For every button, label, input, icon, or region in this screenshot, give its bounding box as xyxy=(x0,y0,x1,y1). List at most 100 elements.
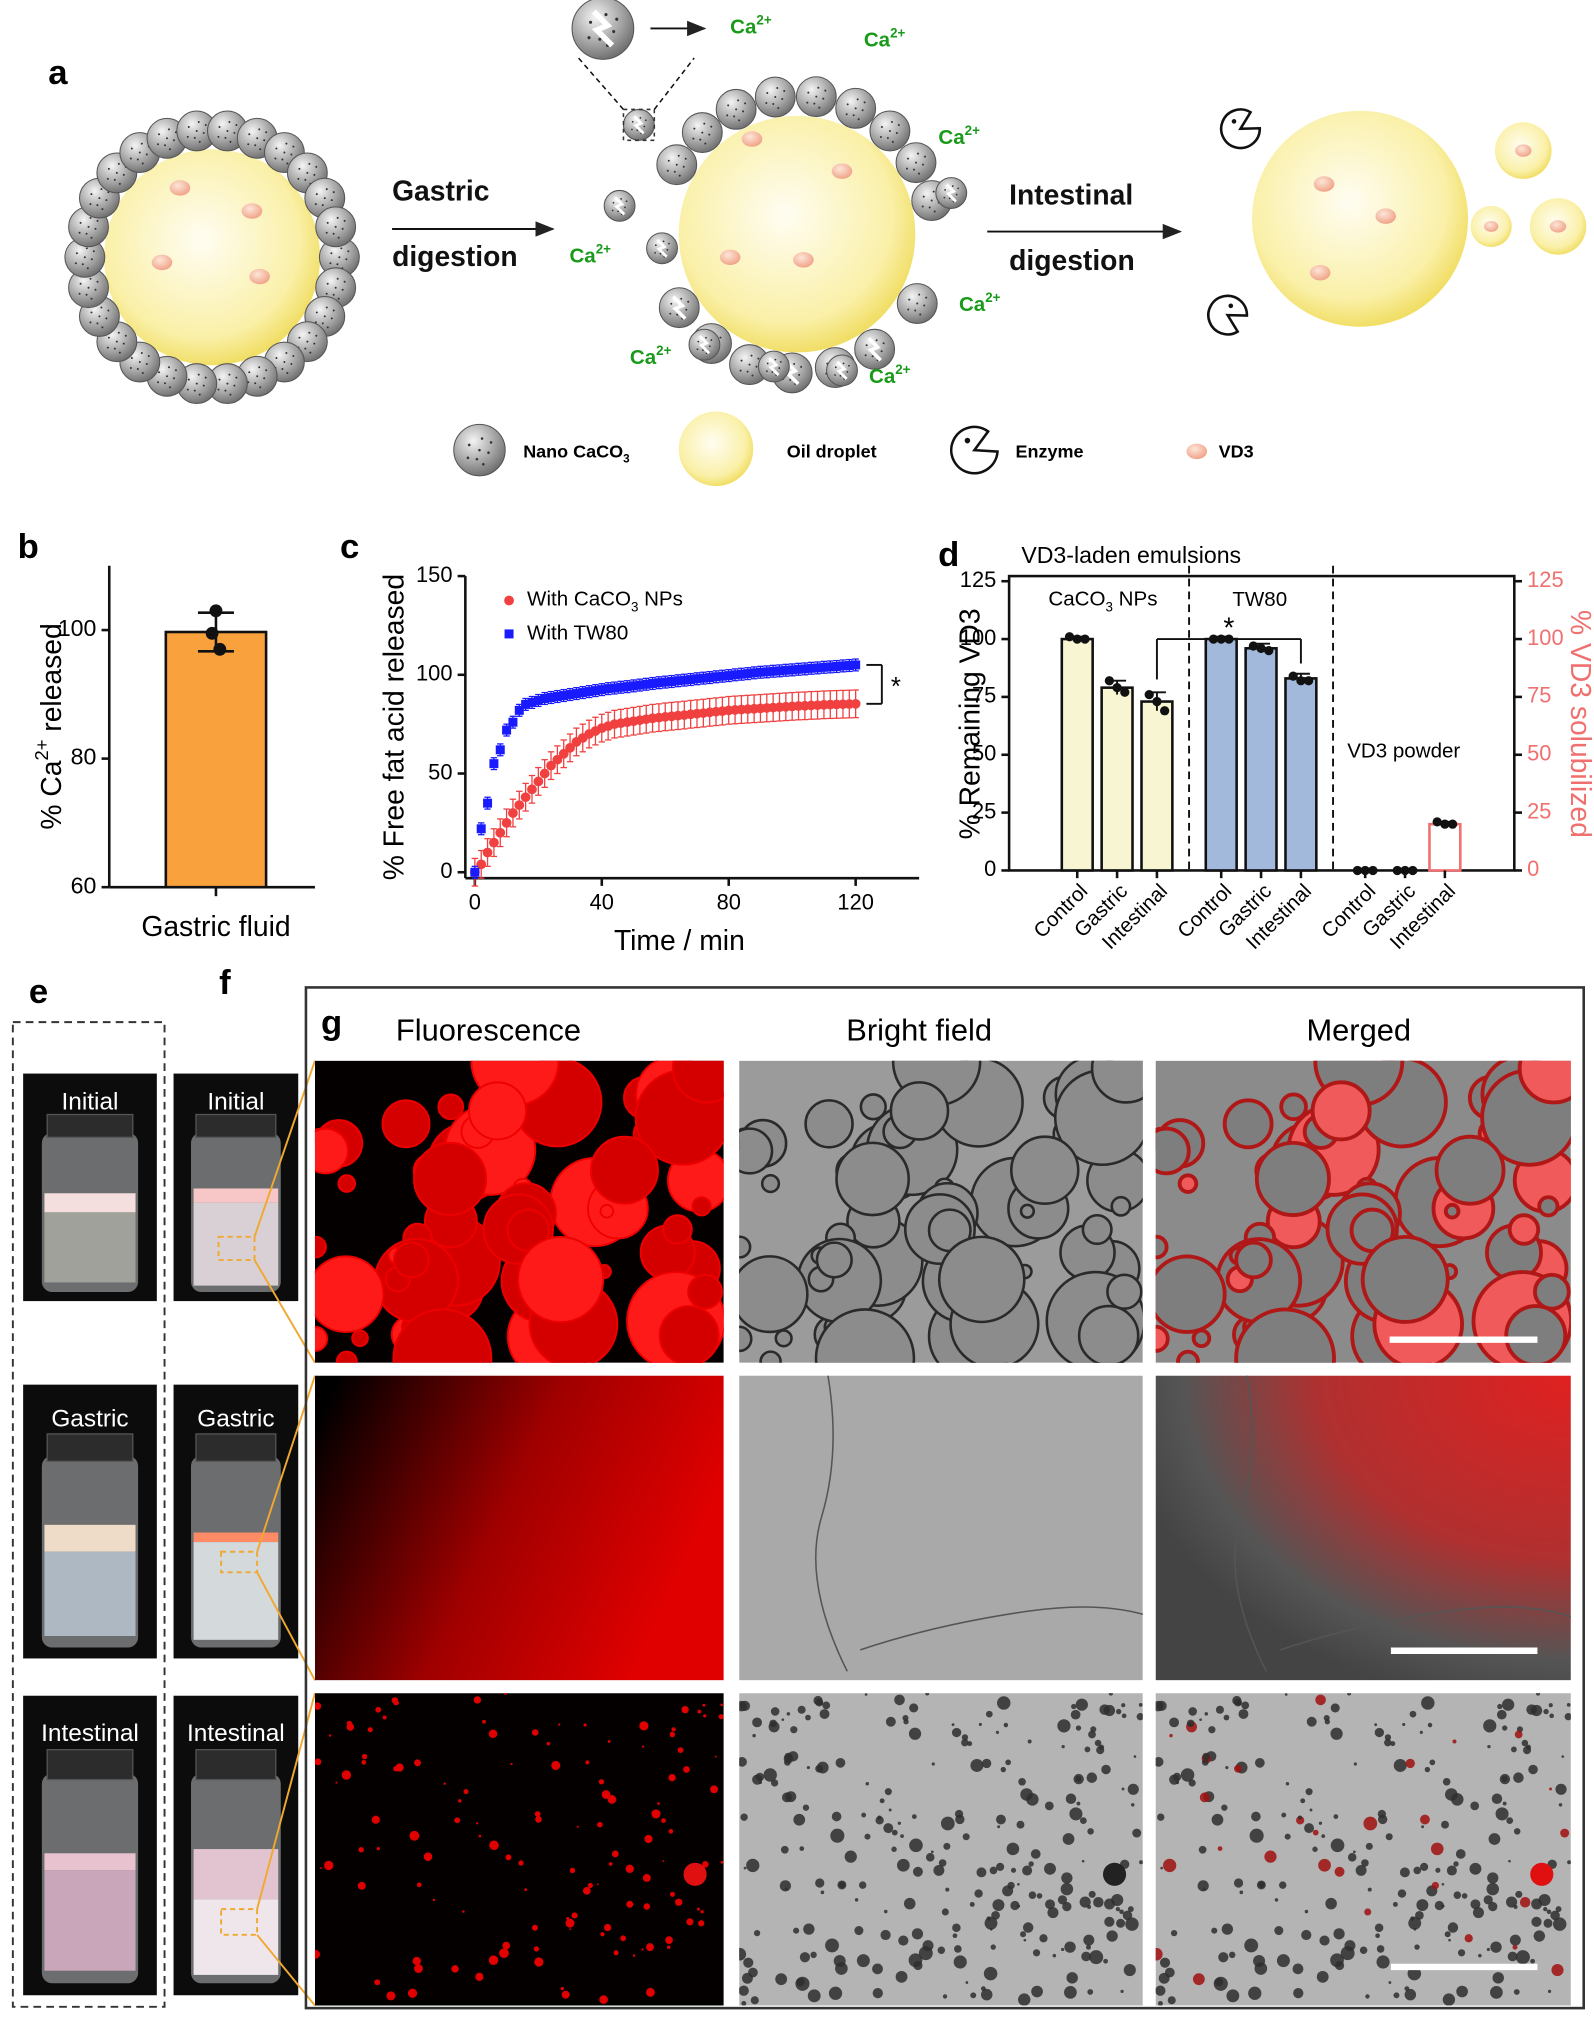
speck xyxy=(1312,1829,1319,1836)
speck xyxy=(903,1897,916,1910)
speck xyxy=(1064,1941,1076,1953)
speck xyxy=(607,1795,617,1804)
speck xyxy=(1495,1807,1509,1821)
data-point xyxy=(813,663,823,673)
speck xyxy=(1039,1934,1048,1943)
speck xyxy=(414,1964,423,1973)
legend-label-part: NPs xyxy=(638,588,683,611)
speck xyxy=(1155,1756,1164,1767)
speck xyxy=(1353,1762,1357,1766)
droplet xyxy=(468,1081,528,1141)
bead-pore xyxy=(778,367,781,369)
speck xyxy=(1010,1867,1017,1873)
speck xyxy=(1431,1881,1440,1890)
speck xyxy=(1106,1930,1118,1942)
bead-pore xyxy=(696,348,699,351)
legend-label: Nano CaCO3 xyxy=(523,441,630,465)
speck xyxy=(669,1891,675,1897)
speck xyxy=(961,1738,969,1747)
bead-pore xyxy=(330,199,333,202)
oil-droplet xyxy=(104,149,321,366)
droplet xyxy=(314,1127,349,1175)
bead-pore xyxy=(687,300,690,303)
bead-pore xyxy=(719,336,722,339)
bead-pore xyxy=(85,232,88,235)
legend-label-part: 3 xyxy=(623,452,630,465)
bead-crack xyxy=(836,360,848,380)
enzyme-body xyxy=(949,425,999,475)
bead-pore xyxy=(330,317,333,320)
bead-pore xyxy=(198,140,201,143)
speck xyxy=(625,1864,634,1873)
speck xyxy=(1509,1934,1521,1946)
data-point xyxy=(1303,676,1314,686)
legend-label-part: Enzyme xyxy=(1016,441,1084,461)
bar xyxy=(1060,637,1094,872)
x-tick-label: 40 xyxy=(590,890,614,915)
bead-pore xyxy=(235,123,238,126)
bead-pore xyxy=(275,357,278,360)
microscopy: Fluorescence Bright field Merged xyxy=(304,986,1586,2010)
speck xyxy=(473,1696,482,1704)
speck xyxy=(1226,1989,1240,2003)
bead-pore xyxy=(466,456,470,460)
speck xyxy=(810,1951,817,1959)
speck xyxy=(1429,1759,1436,1766)
vial-cap xyxy=(46,1749,134,1781)
y-axis-title: % Remaining VD3 xyxy=(953,608,985,839)
speck xyxy=(1506,1896,1518,1908)
speck xyxy=(1461,1893,1468,1899)
vd3 xyxy=(1375,208,1397,224)
vial-photo: Intestinal xyxy=(23,1695,157,1996)
speck xyxy=(1456,1985,1468,1998)
data-point xyxy=(711,672,721,682)
bead-pore xyxy=(323,197,326,200)
bead-pore xyxy=(89,216,92,219)
data-point xyxy=(673,676,683,686)
speck xyxy=(375,1706,382,1713)
speck xyxy=(1218,1952,1229,1963)
bead-pore xyxy=(487,451,490,454)
bead-pore xyxy=(98,197,101,200)
bead-pore xyxy=(639,117,642,119)
speck xyxy=(835,1962,848,1975)
speck xyxy=(1364,1908,1372,1916)
data-point xyxy=(679,675,689,685)
speck xyxy=(551,1760,561,1771)
speck xyxy=(1052,1953,1057,1958)
vial-layer xyxy=(44,1193,136,1213)
bead-pore xyxy=(172,377,175,380)
speck xyxy=(802,1804,810,1811)
speck xyxy=(357,1881,366,1890)
speck xyxy=(1160,1866,1163,1870)
speck xyxy=(1199,1718,1202,1722)
speck xyxy=(753,1929,761,1937)
y-tick-label: 0 xyxy=(440,858,452,883)
speck xyxy=(489,1840,499,1851)
speck xyxy=(1304,1909,1309,1914)
bead-pore xyxy=(87,286,90,289)
bead-pore xyxy=(815,95,818,98)
speck xyxy=(668,1829,674,1834)
speck xyxy=(335,1781,338,1784)
speck xyxy=(986,1916,991,1921)
speck xyxy=(1499,1773,1511,1785)
nano-caco3 xyxy=(681,112,723,154)
speck xyxy=(1566,1702,1571,1707)
speck xyxy=(961,1734,969,1741)
bead-pore xyxy=(916,152,919,155)
bead-pore xyxy=(957,187,960,190)
speck xyxy=(1101,1764,1111,1775)
y-tick-label: 100 xyxy=(58,615,97,641)
speck xyxy=(835,1757,846,1768)
speck xyxy=(409,1830,420,1841)
speck xyxy=(1065,1793,1077,1804)
panel-label: b xyxy=(18,528,39,566)
speck xyxy=(1169,1717,1180,1728)
speck xyxy=(1427,1722,1433,1728)
speck xyxy=(865,1782,869,1786)
speck xyxy=(1442,1777,1451,1786)
bead-pore xyxy=(846,103,849,106)
speck xyxy=(1003,1722,1009,1728)
